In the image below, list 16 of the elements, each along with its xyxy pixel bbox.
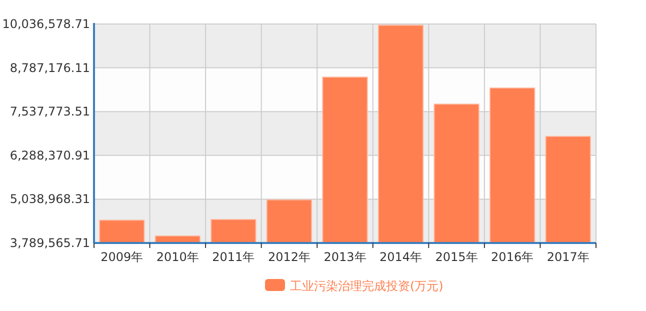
legend-item: 工业污染治理完成投资(万元) <box>265 279 444 293</box>
y-tick-label: 6,288,370.91 <box>10 148 90 162</box>
x-tick-label: 2010年 <box>156 250 199 264</box>
x-tick-label: 2014年 <box>380 250 422 264</box>
x-tick-label: 2016年 <box>491 250 534 264</box>
x-tick-label: 2009年 <box>100 250 144 264</box>
x-tick-label: 2012年 <box>268 250 310 264</box>
x-tick-label: 2013年 <box>324 250 366 264</box>
y-tick-label: 8,787,176.11 <box>10 60 90 75</box>
y-tick-label: 3,789,565.71 <box>10 236 90 250</box>
y-tick-label: 10,036,578.71 <box>2 17 90 31</box>
x-tick-label: 2011年 <box>212 250 255 264</box>
y-tick-label: 7,537,773.51 <box>10 104 90 119</box>
x-tick-label: 2015年 <box>435 250 478 264</box>
y-tick-label: 5,038,968.31 <box>10 192 90 206</box>
x-tick-label: 2017年 <box>546 250 590 264</box>
